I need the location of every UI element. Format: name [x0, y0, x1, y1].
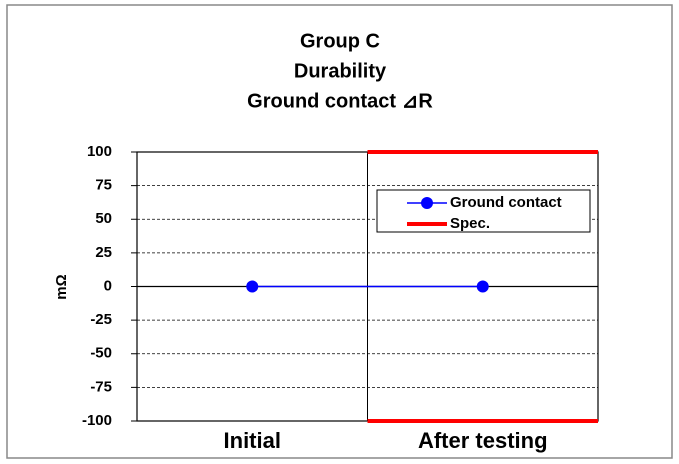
y-tick-label: -50	[90, 345, 112, 362]
data-point	[246, 280, 259, 293]
legend-swatch	[421, 197, 433, 209]
chart-title: Group C	[300, 30, 380, 52]
legend-label: Ground contact	[450, 194, 562, 211]
x-tick-label: After testing	[418, 428, 548, 453]
data-point	[476, 280, 489, 293]
y-tick-label: 25	[95, 244, 112, 261]
y-tick-label: -100	[82, 412, 112, 429]
legend-label: Spec.	[450, 215, 490, 232]
chart-title: Durability	[294, 60, 387, 82]
y-axis-label: mΩ	[53, 274, 70, 299]
y-tick-label: -75	[90, 378, 112, 395]
y-tick-label: 100	[87, 143, 112, 160]
y-tick-label: 75	[95, 177, 112, 194]
y-tick-label: -25	[90, 311, 112, 328]
y-tick-label: 0	[104, 277, 112, 294]
x-tick-label: Initial	[224, 428, 281, 453]
y-tick-label: 50	[95, 210, 112, 227]
chart-title: Ground contact ⊿R	[247, 90, 433, 112]
